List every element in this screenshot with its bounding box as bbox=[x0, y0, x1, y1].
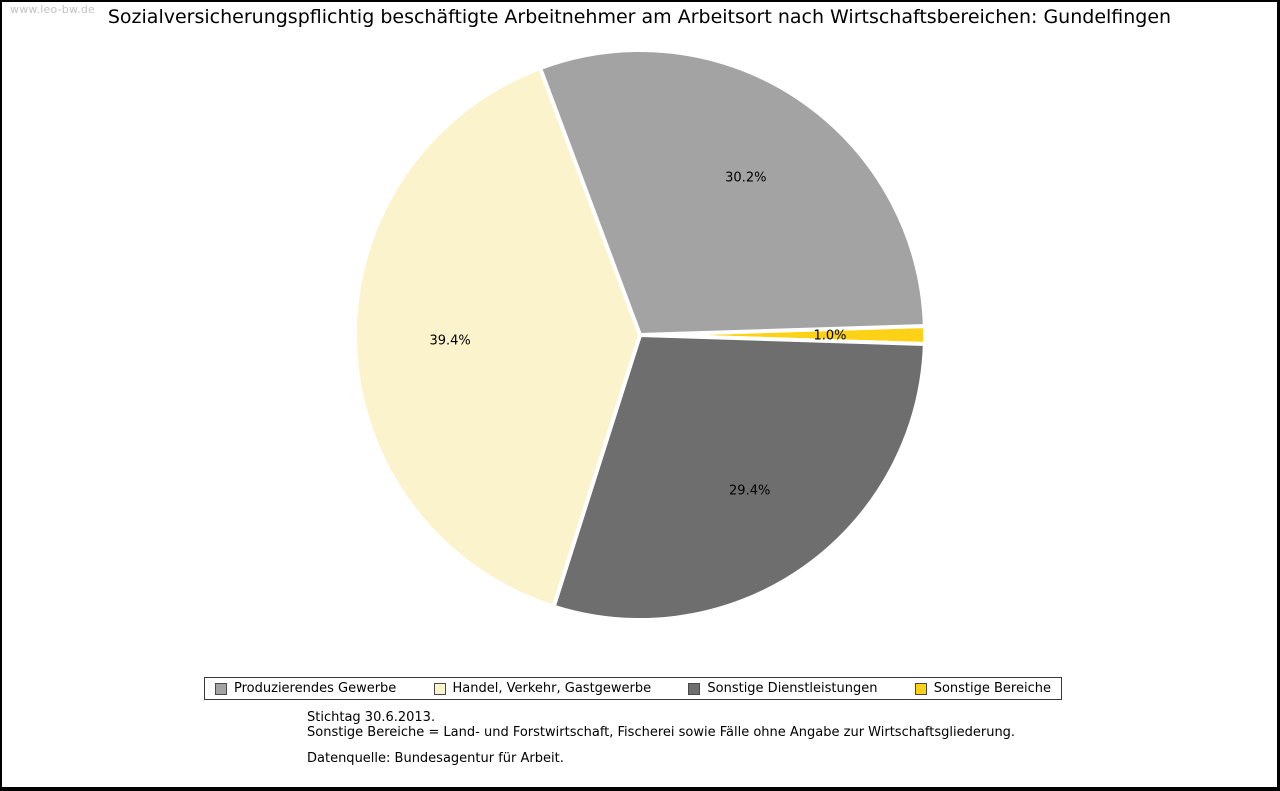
footnote-definition: Sonstige Bereiche = Land- und Forstwirts… bbox=[307, 725, 1016, 740]
legend-label: Handel, Verkehr, Gastgewerbe bbox=[452, 681, 652, 696]
legend-item-1: Produzierendes Gewerbe bbox=[215, 681, 396, 696]
pie-slice-label-1: 30.2% bbox=[725, 171, 766, 186]
footnotes: Stichtag 30.6.2013. Sonstige Bereiche = … bbox=[307, 710, 1015, 766]
footnote-source: Datenquelle: Bundesagentur für Arbeit. bbox=[307, 751, 564, 766]
pie-slice-label-4: 1.0% bbox=[813, 329, 846, 344]
pie-slice-2 bbox=[352, 66, 642, 609]
pie-slice-label-2: 39.4% bbox=[429, 333, 470, 348]
footnote-stichtag: Stichtag 30.6.2013. bbox=[307, 710, 436, 725]
legend-swatch-icon bbox=[433, 682, 446, 695]
pie-slice-3 bbox=[551, 333, 927, 622]
legend-item-2: Handel, Verkehr, Gastgewerbe bbox=[433, 681, 652, 696]
pie-slice-1 bbox=[538, 48, 927, 337]
legend-label: Produzierendes Gewerbe bbox=[234, 681, 397, 696]
pie-slice-label-3: 29.4% bbox=[729, 484, 770, 499]
legend-swatch-icon bbox=[914, 682, 927, 695]
legend-swatch-icon bbox=[215, 682, 227, 695]
legend-label: Sonstige Dienstleistungen bbox=[707, 681, 878, 696]
legend-item-3: Sonstige Dienstleistungen bbox=[688, 681, 877, 696]
legend-item-4: Sonstige Bereiche bbox=[914, 681, 1051, 696]
watermark: www.leo-bw.de bbox=[10, 3, 96, 16]
chart-title: Sozialversicherungspflichtig beschäftigt… bbox=[107, 6, 1172, 28]
legend: Produzierendes Gewerbe Handel, Verkehr, G… bbox=[204, 677, 1062, 700]
legend-label: Sonstige Bereiche bbox=[933, 681, 1051, 696]
pie-chart: 1.0% 29.4% 39.4% 30.2% bbox=[352, 48, 928, 622]
legend-swatch-icon bbox=[688, 682, 701, 695]
